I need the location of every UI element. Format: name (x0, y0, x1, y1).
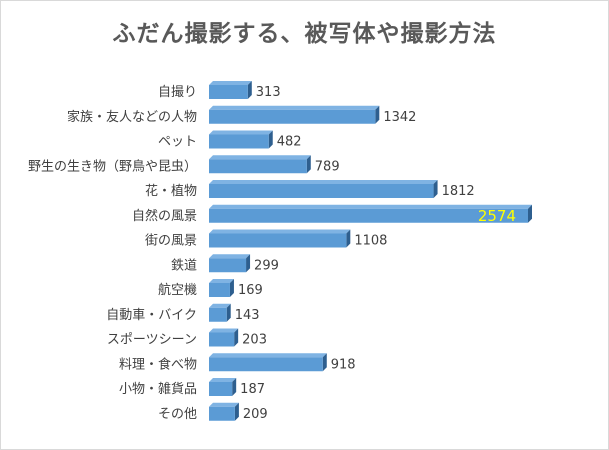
bar-group: スポーツシーン 203 (107, 328, 267, 348)
category-label: ペット (158, 135, 197, 150)
bar-group: 街の風景 1108 (145, 229, 387, 249)
value-label: 203 (242, 333, 267, 348)
category-label: スポーツシーン (107, 333, 197, 348)
bar-group: ペット 482 (158, 130, 302, 150)
bar-side-face (528, 204, 532, 223)
bar-side-face (234, 402, 239, 421)
value-label: 187 (240, 382, 265, 397)
bar-group: 野生の生き物（野鳥や昆虫） 789 (28, 155, 340, 174)
category-label: 小物・雑貨品 (119, 381, 197, 397)
bar-group: 自動車・バイク 143 (106, 303, 260, 323)
bar-top-face (209, 378, 237, 382)
category-label: 野生の生き物（野鳥や昆虫） (28, 159, 197, 174)
bar (209, 357, 323, 372)
bar-group: 小物・雑貨品 187 (119, 378, 265, 397)
bar-group: 花・植物 1812 (145, 180, 475, 199)
bar-side-face (322, 353, 327, 372)
value-label: 313 (256, 85, 281, 100)
category-label: 街の風景 (145, 234, 197, 249)
bar-top-face (209, 303, 231, 308)
bar-side-face (346, 229, 351, 248)
value-label: 299 (254, 258, 279, 273)
bar-side-face (247, 81, 252, 99)
category-label: 自動車・バイク (106, 308, 197, 323)
bar-group: 自撮り 313 (158, 81, 281, 100)
value-label: 143 (235, 308, 260, 323)
bar-side-face (375, 105, 380, 124)
bar (209, 307, 227, 322)
bar-top-face (209, 130, 273, 135)
bar-top-face (209, 353, 327, 358)
bar-top-face (209, 229, 351, 234)
category-label: 自撮り (158, 84, 197, 100)
category-label: 家族・友人などの人物 (67, 109, 197, 125)
bar-top-face (209, 402, 239, 407)
category-label: その他 (158, 407, 197, 422)
bar-group: 家族・友人などの人物 1342 (67, 105, 416, 125)
bar (209, 184, 434, 198)
bar-top-face (209, 180, 438, 184)
bar-group: 自然の風景 2574 (132, 204, 532, 225)
bar-top-face (209, 204, 532, 209)
category-label: 花・植物 (145, 183, 197, 199)
bar (209, 258, 247, 273)
bar (209, 283, 230, 297)
chart-title: ふだん撮影する、被写体や撮影方法 (112, 21, 497, 47)
value-label: 1812 (442, 184, 475, 199)
bar-side-face (232, 378, 237, 396)
value-label: 789 (315, 159, 340, 174)
bar (209, 109, 376, 124)
bar-side-face (268, 130, 273, 149)
bar-side-face (433, 180, 438, 198)
category-label: 鉄道 (171, 258, 197, 273)
bar (209, 134, 269, 149)
value-label: 482 (277, 135, 302, 150)
value-label: 2574 (478, 207, 516, 225)
bar-side-face (226, 303, 231, 322)
bar-top-face (209, 254, 251, 259)
bar-group: 料理・食べ物 918 (119, 353, 356, 372)
bar-side-face (234, 328, 239, 347)
bar (209, 332, 235, 347)
bar-top-face (209, 328, 239, 333)
value-label: 209 (243, 407, 268, 422)
value-label: 918 (331, 357, 356, 372)
category-label: 料理・食べ物 (119, 356, 197, 372)
bar (209, 208, 528, 223)
bar-side-face (229, 279, 234, 297)
bar-group: 鉄道 299 (171, 254, 279, 273)
bar (209, 159, 307, 174)
value-label: 1342 (383, 110, 416, 125)
value-label: 169 (238, 283, 263, 298)
bar (209, 382, 233, 396)
bar-top-face (209, 105, 380, 110)
value-label: 1108 (354, 234, 387, 249)
category-label: 自然の風景 (132, 208, 197, 224)
bar-side-face (246, 254, 251, 273)
bar-group: その他 209 (158, 402, 268, 422)
bar (209, 233, 347, 248)
bar-top-face (209, 155, 311, 160)
bar (209, 85, 248, 99)
bar-group: 航空機 169 (158, 279, 263, 298)
bar (209, 406, 235, 421)
bar-top-face (209, 81, 252, 85)
category-label: 航空機 (158, 282, 197, 298)
bar-top-face (209, 279, 234, 283)
bar-side-face (306, 155, 311, 174)
